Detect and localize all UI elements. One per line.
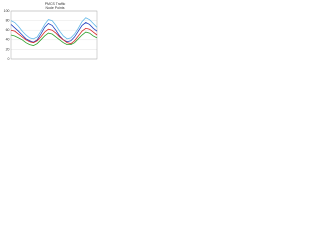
chart: PMCS Traffic Node Points 0 20 40 60 80 100 [0, 0, 100, 67]
series-line [10, 27, 98, 45]
y-tick-label: 60 [6, 28, 10, 32]
y-tick-label: 80 [6, 19, 10, 23]
chart-subtitle: Node Points [45, 6, 64, 10]
y-tick-label: 40 [6, 38, 10, 42]
y-tick-label: 0 [8, 57, 10, 61]
y-tick-label: 20 [6, 47, 10, 51]
chart-title: PMCS Traffic [45, 2, 66, 6]
series-line [10, 17, 98, 40]
series-line [10, 31, 98, 46]
series-line [10, 22, 98, 43]
y-tick-label: 100 [4, 9, 10, 13]
